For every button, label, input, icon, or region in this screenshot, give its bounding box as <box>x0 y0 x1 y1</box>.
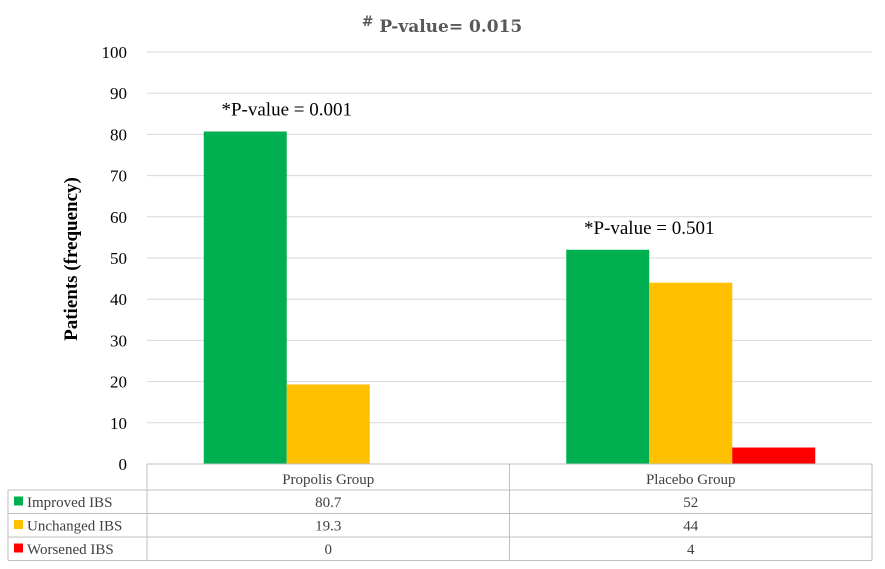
bar-worsened-ibs-placebo-group <box>732 447 816 464</box>
data-label: 52 <box>683 495 698 511</box>
y-tick-label: 90 <box>110 84 127 103</box>
x-tick-label: Placebo Group <box>646 472 736 488</box>
bar-improved-ibs-propolis-group <box>203 131 287 465</box>
x-tick-label: Propolis Group <box>282 472 374 488</box>
legend-key-improved-ibs <box>14 496 23 506</box>
y-tick-label: 70 <box>110 167 127 186</box>
y-tick-label: 10 <box>110 414 127 433</box>
y-tick-label: 0 <box>119 455 128 474</box>
title-text: P-value= 0.015 <box>379 17 522 37</box>
y-axis-label: Patients (frequency) <box>61 177 82 341</box>
bar-improved-ibs-placebo-group <box>566 249 650 464</box>
legend-label: Unchanged IBS <box>27 519 122 535</box>
data-label: 44 <box>683 519 699 535</box>
legend-key-unchanged-ibs <box>14 520 23 529</box>
y-tick-label: 20 <box>110 373 127 392</box>
bars <box>203 131 816 465</box>
title-superscript: # <box>362 14 374 30</box>
chart-title: # P-value= 0.015 <box>362 14 523 37</box>
data-label: 0 <box>325 542 333 558</box>
y-tick-label: 100 <box>102 43 128 62</box>
legend-key-worsened-ibs <box>14 543 23 553</box>
y-tick-label: 80 <box>110 125 127 144</box>
legend-label: Worsened IBS <box>27 542 114 558</box>
y-tick-label: 40 <box>110 290 127 309</box>
bar-unchanged-ibs-propolis-group <box>286 384 370 464</box>
y-tick-label: 60 <box>110 208 127 227</box>
data-label: 4 <box>687 542 695 558</box>
bar-unchanged-ibs-placebo-group <box>649 282 733 464</box>
y-tick-label: 50 <box>110 249 127 268</box>
p-value-annotation: *P-value = 0.501 <box>584 218 715 239</box>
y-tick-label: 30 <box>110 331 127 350</box>
p-value-annotation: *P-value = 0.001 <box>221 100 352 121</box>
data-label: 19.3 <box>315 519 341 535</box>
legend-label: Improved IBS <box>27 495 112 511</box>
y-tick-labels: 0 10 20 30 40 50 60 70 80 90 100 <box>102 43 128 474</box>
annotations: *P-value = 0.001 *P-value = 0.501 <box>221 100 714 239</box>
data-table: Propolis Group Placebo Group Improved IBS 8… <box>7 463 873 561</box>
data-label: 80.7 <box>315 495 342 511</box>
